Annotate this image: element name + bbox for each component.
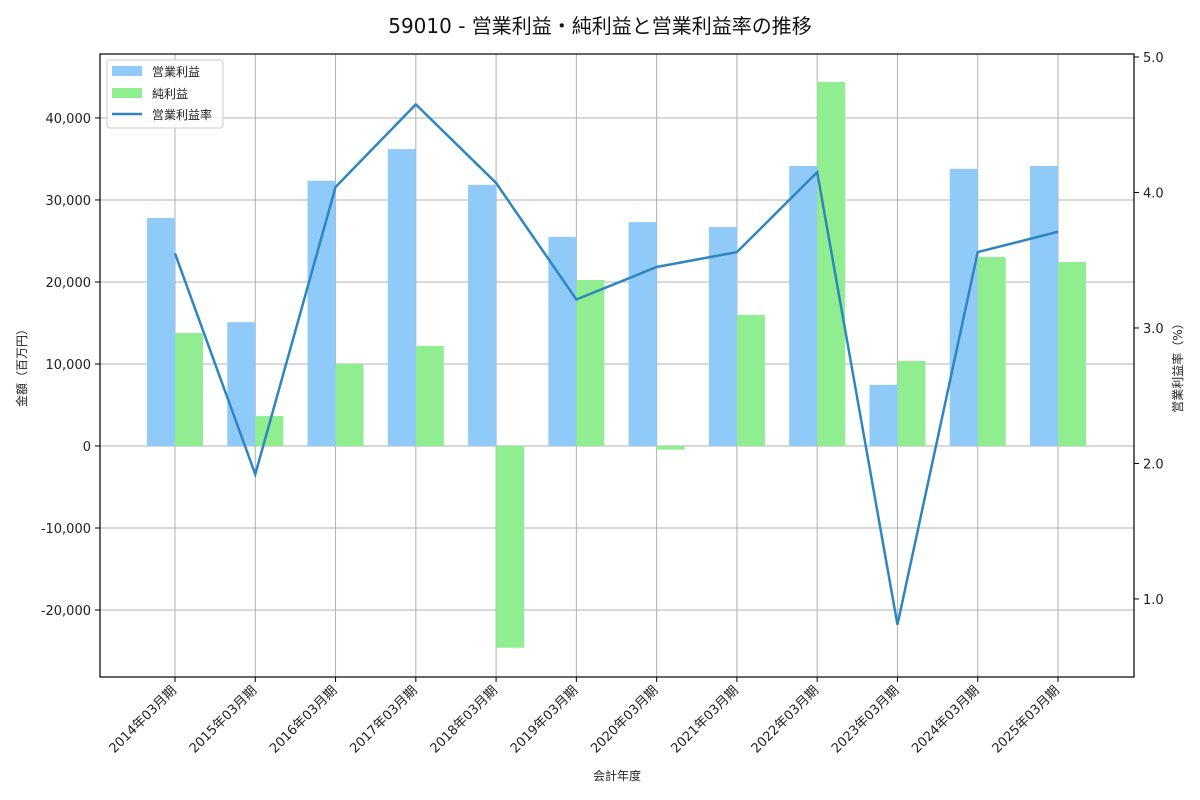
svg-text:2022年03月期: 2022年03月期 [749,683,822,756]
bar-operating-profit [548,236,577,446]
y-axis-label: 金額（百万円） [14,323,29,407]
bar-net-profit [736,314,765,446]
svg-text:2014年03月期: 2014年03月期 [107,683,180,756]
svg-text:2020年03月期: 2020年03月期 [588,683,661,756]
svg-text:2015年03月期: 2015年03月期 [187,683,260,756]
bar-operating-profit [147,218,175,446]
bar-net-profit [977,256,1006,446]
svg-text:2024年03月期: 2024年03月期 [909,683,982,756]
svg-text:2021年03月期: 2021年03月期 [668,683,741,756]
svg-text:30,000: 30,000 [46,194,92,209]
legend: 営業利益 純利益 営業利益率 [106,59,224,129]
x-axis: 2014年03月期 2015年03月期 2016年03月期 2017年03月期 2018… [107,677,1063,757]
svg-text:2.0: 2.0 [1143,457,1164,472]
bar-operating-profit [869,384,898,446]
bar-operating-profit [708,227,737,446]
bar-operating-profit [468,184,497,446]
bar-operating-profit [628,222,657,446]
bar-net-profit [496,445,525,648]
bar-operating-profit [949,168,978,446]
bar-net-profit [897,360,926,446]
bar-net-profit [817,81,846,446]
bar-operating-profit [387,149,416,446]
legend-swatch-operating-profit [112,66,142,76]
plot-frame [99,53,1135,678]
svg-text:2025年03月期: 2025年03月期 [990,683,1063,756]
svg-text:10,000: 10,000 [46,358,92,373]
bars [147,81,1086,648]
svg-text:40,000: 40,000 [46,112,92,127]
svg-text:2016年03月期: 2016年03月期 [267,683,340,756]
bar-net-profit [335,363,364,446]
svg-text:3.0: 3.0 [1143,322,1164,337]
bar-net-profit [415,345,444,446]
svg-text:2018年03月期: 2018年03月期 [428,683,501,756]
legend-swatch-net-profit [112,88,142,98]
svg-text:2017年03月期: 2017年03月期 [347,683,420,756]
bar-net-profit [576,280,605,446]
bar-operating-profit [307,180,336,446]
rate-line [173,102,1059,625]
svg-text:2023年03月期: 2023年03月期 [829,683,902,756]
chart-title: 59010 - 営業利益・純利益と営業利益率の推移 [388,14,812,38]
svg-text:1.0: 1.0 [1143,593,1164,608]
bar-net-profit [1058,261,1086,446]
bar-operating-profit [1030,165,1058,446]
right-y-axis: 1.0 2.0 3.0 4.0 5.0 [1134,51,1164,608]
svg-text:-20,000: -20,000 [41,604,91,619]
bar-net-profit [656,445,685,450]
svg-text:4.0: 4.0 [1143,186,1164,201]
svg-text:5.0: 5.0 [1143,51,1164,66]
bar-operating-profit [227,322,256,446]
bar-operating-profit [789,165,818,446]
bar-net-profit [175,332,203,446]
x-axis-label: 会計年度 [593,768,641,783]
left-y-axis: -20,000 -10,000 0 10,000 20,000 30,000 40,000 [41,112,100,619]
svg-text:2019年03月期: 2019年03月期 [508,683,581,756]
svg-text:0: 0 [83,440,91,455]
legend-label-operating-profit: 営業利益 [152,65,200,79]
svg-text:20,000: 20,000 [46,276,92,291]
legend-label-margin: 営業利益率 [152,107,212,122]
y2-axis-label: 営業利益率（%） [1170,317,1185,412]
legend-label-net-profit: 純利益 [152,87,188,101]
svg-text:-10,000: -10,000 [41,522,91,537]
